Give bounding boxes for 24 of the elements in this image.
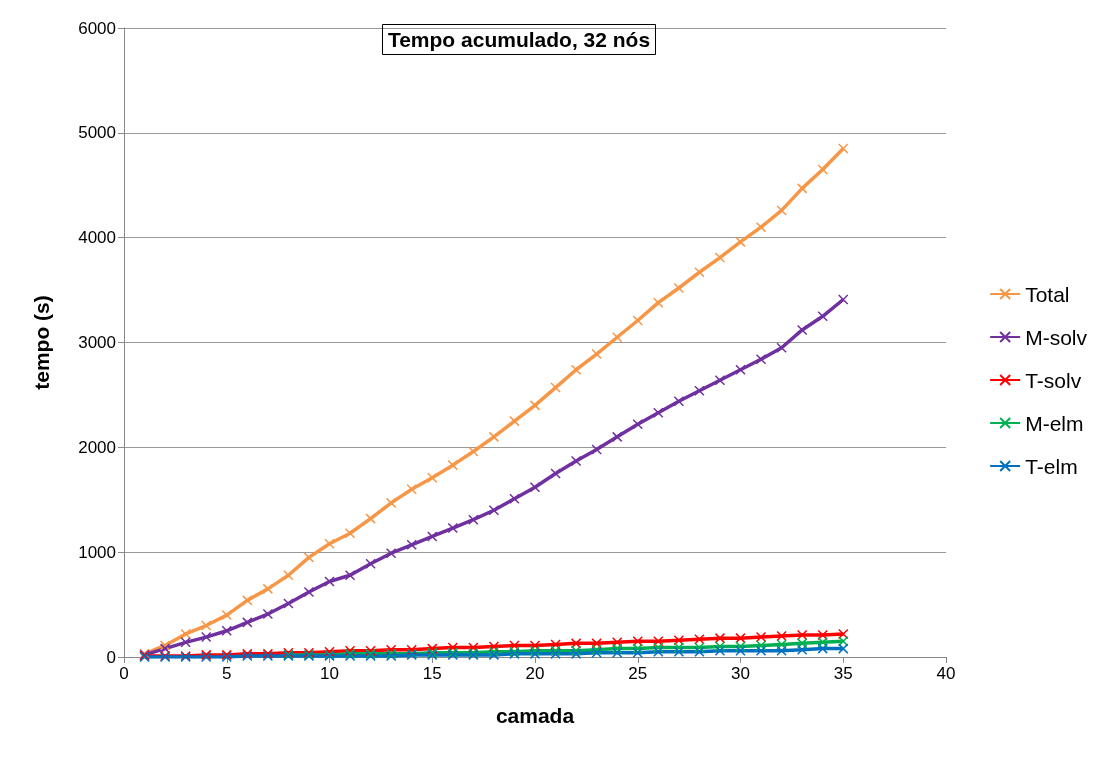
legend-label: T-solv [1025,368,1082,392]
y-tick-label: 3000 [78,333,116,352]
chart-title: Tempo acumulado, 32 nós [387,28,651,51]
legend-label: M-elm [1025,411,1084,435]
y-tick-label: 4000 [78,228,116,248]
y-tick-label: 1000 [78,542,116,562]
x-tick-label: 5 [222,664,232,683]
y-axis-title: tempo (s) [30,295,53,390]
x-axis-title: camada [495,704,575,727]
legend-label: M-solv [1025,325,1088,349]
y-tick-label: 5000 [78,123,116,143]
y-tick-label: 0 [106,647,116,667]
x-tick-label: 20 [525,664,545,683]
x-tick-label: 15 [422,664,442,683]
legend-label: Total [1025,282,1070,306]
x-tick-label: 0 [119,664,129,683]
x-tick-label: 30 [731,664,750,683]
x-tick-label: 25 [628,664,648,683]
y-tick-label: 2000 [78,437,116,457]
legend-label: T-elm [1025,454,1078,478]
x-tick-label: 40 [936,664,956,683]
x-tick-label: 35 [833,664,853,683]
y-tick-label: 6000 [78,18,116,38]
x-tick-label: 10 [320,664,339,683]
